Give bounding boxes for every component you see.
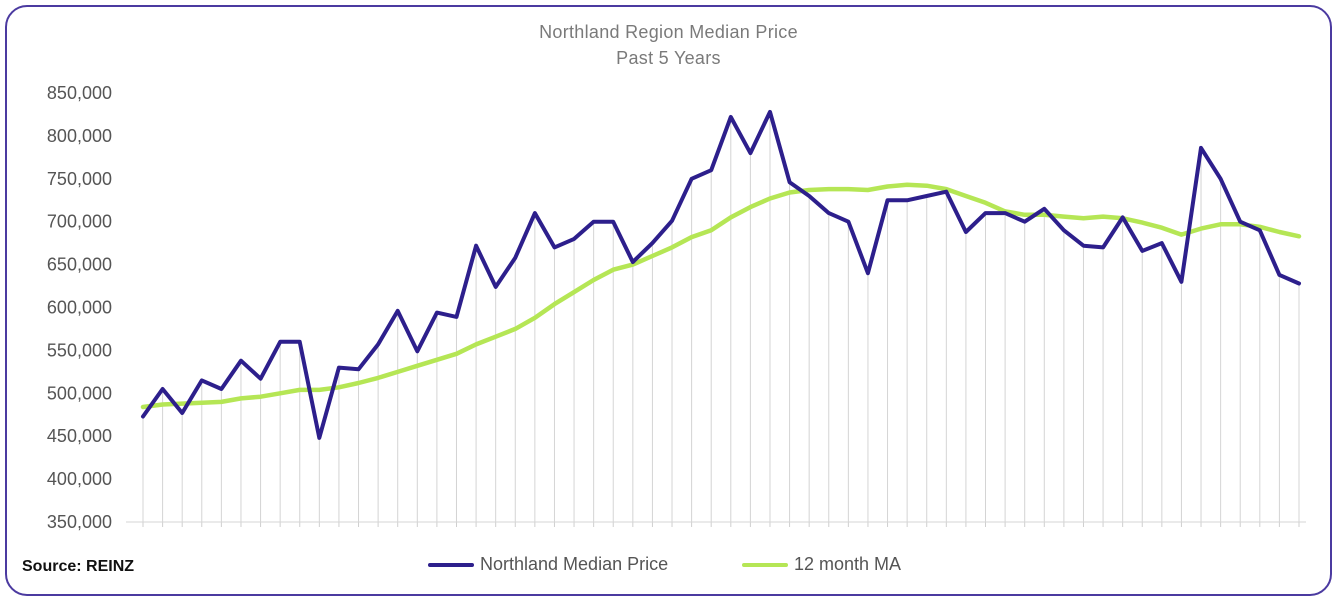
y-tick-label: 600,000 bbox=[47, 298, 112, 318]
series-line-median-price bbox=[141, 109, 1301, 440]
legend-swatch-ma bbox=[742, 562, 788, 567]
series-layer bbox=[140, 109, 1302, 440]
drop-lines bbox=[142, 111, 1300, 527]
y-tick-label: 550,000 bbox=[47, 340, 112, 360]
y-axis: 350,000 400,000 450,000 500,000 550,000 600,0… bbox=[47, 83, 112, 532]
y-tick-label: 750,000 bbox=[47, 169, 112, 189]
y-tick-label: 800,000 bbox=[47, 126, 112, 146]
legend-label-ma: 12 month MA bbox=[794, 554, 902, 574]
y-tick-label: 350,000 bbox=[47, 512, 112, 532]
chart-subtitle: Past 5 Years bbox=[616, 48, 721, 68]
legend-item-median: Northland Median Price bbox=[428, 554, 668, 575]
y-tick-label: 450,000 bbox=[47, 426, 112, 446]
chart-frame bbox=[5, 5, 1332, 596]
y-tick-label: 650,000 bbox=[47, 255, 112, 275]
series-line-12-month-ma bbox=[140, 182, 1302, 410]
y-tick-label: 850,000 bbox=[47, 83, 112, 103]
y-tick-label: 500,000 bbox=[47, 383, 112, 403]
legend-label-median: Northland Median Price bbox=[480, 554, 669, 574]
legend-item-ma: 12 month MA bbox=[742, 554, 901, 575]
y-tick-label: 700,000 bbox=[47, 212, 112, 232]
y-tick-label: 400,000 bbox=[47, 469, 112, 489]
source-note: Source: REINZ bbox=[22, 558, 135, 575]
chart-title: Northland Region Median Price bbox=[539, 22, 798, 42]
legend-swatch-median bbox=[428, 562, 474, 567]
